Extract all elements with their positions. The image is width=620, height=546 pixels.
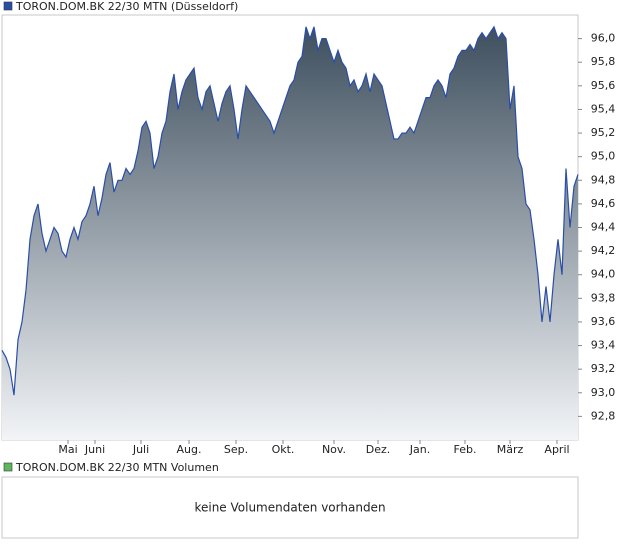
y-tick-label: 93,2 [591, 362, 616, 375]
y-tick-label: 94,8 [591, 173, 616, 186]
y-tick-label: 94,4 [591, 221, 616, 234]
y-tick-label: 95,4 [591, 102, 616, 115]
x-tick-label: Juni [84, 443, 105, 456]
y-tick-label: 96,0 [591, 32, 616, 45]
y-tick-label: 93,8 [591, 291, 616, 304]
area [2, 26, 578, 441]
volume-message: keine Volumendaten vorhanden [194, 501, 385, 515]
y-tick-label: 94,0 [591, 268, 616, 281]
x-tick-label: Dez. [366, 443, 391, 456]
y-tick-label: 95,8 [591, 55, 616, 68]
x-tick-label: Nov. [322, 443, 346, 456]
y-tick-label: 93,4 [591, 339, 616, 352]
x-tick-label: Okt. [272, 443, 295, 456]
legend-label: TORON.DOM.BK 22/30 MTN Volumen [15, 461, 219, 474]
x-tick-label: Sep. [224, 443, 248, 456]
x-tick-label: Aug. [177, 443, 202, 456]
legend-label: TORON.DOM.BK 22/30 MTN (Düsseldorf) [15, 0, 238, 13]
x-tick-label: Mai [58, 443, 77, 456]
y-tick-label: 95,6 [591, 79, 616, 92]
x-tick-label: Juli [132, 443, 149, 456]
volume-frame [1, 476, 579, 539]
legend-swatch [3, 1, 13, 11]
y-tick-label: 93,0 [591, 386, 616, 399]
y-tick-label: 95,0 [591, 150, 616, 163]
line [1, 25, 579, 396]
y-tick-label: 94,6 [591, 197, 616, 210]
x-tick-label: März [497, 443, 524, 456]
y-tick-label: 93,6 [591, 315, 616, 328]
legend-swatch [3, 462, 13, 472]
y-tick-label: 95,2 [591, 126, 616, 139]
y-tick-label: 94,2 [591, 244, 616, 257]
x-tick-label: Feb. [454, 443, 477, 456]
x-tick-label: Jan. [409, 443, 430, 456]
x-tick-label: April [544, 443, 569, 456]
y-tick-label: 92,8 [591, 409, 616, 422]
